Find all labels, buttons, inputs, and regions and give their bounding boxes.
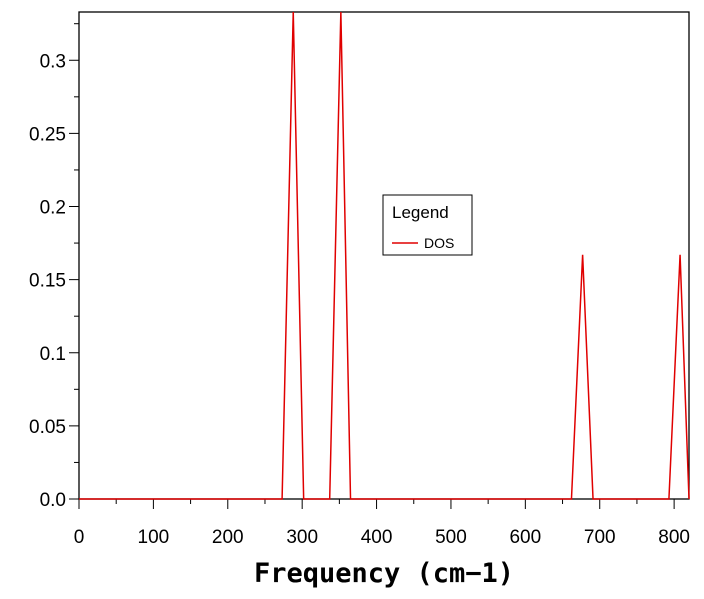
x-tick-label: 600 bbox=[509, 527, 541, 548]
x-tick-label: 800 bbox=[658, 527, 690, 548]
x-tick-label: 300 bbox=[286, 527, 318, 548]
x-tick-label: 0 bbox=[74, 527, 85, 548]
x-tick-label: 700 bbox=[584, 527, 616, 548]
legend-label-dos: DOS bbox=[424, 235, 454, 251]
y-axis-ticks: 0.0 0.05 0.1 0.15 0.2 0.25 0.3 bbox=[29, 23, 79, 511]
x-tick-label: 400 bbox=[361, 527, 393, 548]
x-tick-label: 200 bbox=[212, 527, 244, 548]
series-line-dos bbox=[79, 11, 690, 500]
y-tick-label: 0.3 bbox=[40, 51, 66, 72]
y-tick-label: 0.05 bbox=[29, 417, 66, 438]
y-tick-label: 0.2 bbox=[40, 198, 66, 219]
legend-title: Legend bbox=[392, 203, 449, 222]
x-axis-title: Frequency (cm−1) bbox=[254, 558, 514, 589]
legend: Legend DOS bbox=[382, 194, 473, 256]
legend-box bbox=[382, 194, 473, 256]
x-axis-ticks: 0 100 200 300 400 500 600 700 800 bbox=[74, 499, 690, 548]
y-tick-label: 0.15 bbox=[29, 271, 66, 292]
series-layer bbox=[79, 11, 690, 500]
x-tick-label: 100 bbox=[138, 527, 170, 548]
y-tick-label: 0.25 bbox=[29, 124, 66, 145]
y-tick-label: 0.0 bbox=[40, 490, 66, 511]
x-tick-label: 500 bbox=[435, 527, 467, 548]
y-tick-label: 0.1 bbox=[40, 344, 66, 365]
